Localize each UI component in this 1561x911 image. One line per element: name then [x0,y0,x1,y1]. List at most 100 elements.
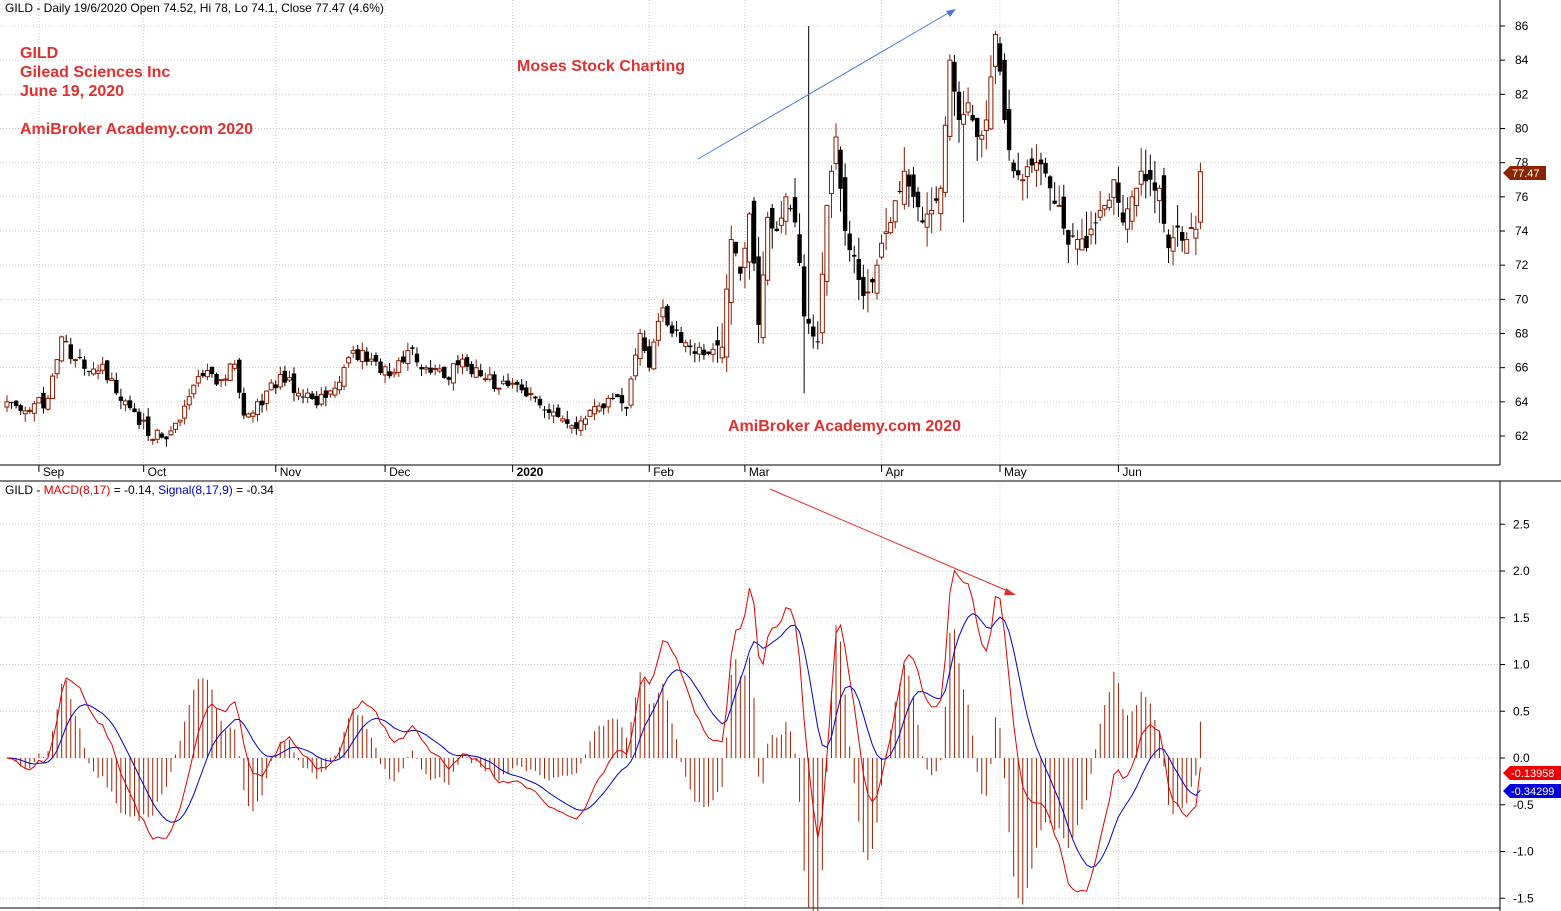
candle [68,337,73,364]
candle [988,55,994,131]
candle [300,389,306,404]
candle [91,362,97,376]
candle [478,363,483,378]
candle [1138,147,1144,196]
candle [1175,205,1180,247]
candle [510,378,516,389]
candle [1079,218,1085,251]
month-tick-label: Sep [43,465,65,479]
candle [100,356,106,375]
macd-trend-arrow [769,488,1016,595]
candle [952,54,957,116]
candle [983,100,989,150]
candle [473,359,479,379]
candle [797,213,802,267]
candle [992,31,998,85]
candle [610,392,616,401]
candle [237,357,242,399]
candle [582,415,588,431]
macd-line [6,569,1201,893]
candle [200,369,206,378]
candle [114,372,119,396]
candle [464,354,470,372]
candle [915,187,921,222]
candle [305,388,311,404]
candle [788,204,793,212]
macd-tick-label: 0.5 [1513,704,1530,718]
candle [760,251,766,344]
candle [1188,212,1194,230]
candle [255,398,261,422]
macd-lines [6,569,1201,893]
candle [368,352,374,366]
candle [373,352,379,367]
candle [159,431,165,439]
candle [1197,162,1203,230]
candle [177,419,183,427]
candle [264,390,270,411]
macd-tick-label: 1.5 [1513,611,1530,625]
candle [633,348,639,381]
candle [651,338,657,371]
candle [132,403,137,413]
candle [168,425,174,436]
candle [801,254,807,394]
macd-grid [0,481,1500,908]
candle [542,406,547,419]
candle [492,371,497,392]
candle [742,241,748,289]
price-tick-label: 76 [1515,190,1529,204]
candle [118,388,124,410]
candle [268,379,274,391]
annotation-moses: Moses Stock Charting [517,58,685,75]
candle [173,422,179,433]
candle [164,435,169,447]
candle [1156,184,1162,223]
candle [442,366,447,379]
price-trend-arrow [697,9,956,160]
candle [423,364,429,374]
candle [911,166,916,209]
candle [1038,152,1044,186]
candle [1184,232,1190,254]
candle [647,339,652,372]
candle [13,400,19,409]
candle [31,401,37,422]
month-ticks: Sep Oct Nov Dec 2020 Feb Mar Apr May Jun [38,465,1142,479]
candle [500,375,506,386]
candle [706,351,711,356]
macd-header-prefix: GILD - [5,483,44,497]
candle [546,403,552,420]
candle [64,334,69,343]
candle [605,395,611,414]
candle [551,404,557,424]
candle [437,364,443,374]
candle [838,146,843,212]
candle [186,388,192,410]
candle [828,165,834,219]
candle [86,370,92,377]
price-tick-label: 84 [1515,53,1529,67]
last-price-label: 77.47 [1503,166,1546,180]
candle [719,323,725,364]
signal-value-label: -0.34299 [1503,784,1561,798]
macd-tick-label: -1.0 [1513,845,1534,859]
macd-tick-label: 2.5 [1513,517,1530,531]
candle [18,403,23,415]
candle [861,264,866,310]
candle [45,395,51,411]
candle [870,277,875,293]
candle [1002,53,1007,124]
candle [359,342,365,370]
candle [678,326,684,344]
candle [232,360,238,371]
price-tick-label: 72 [1515,258,1529,272]
candle [852,245,857,274]
candle [856,237,861,301]
candle [897,181,902,194]
candle [770,203,775,249]
candle [50,373,56,400]
macd-tick-label: -0.5 [1513,798,1534,812]
candle [1056,185,1062,207]
